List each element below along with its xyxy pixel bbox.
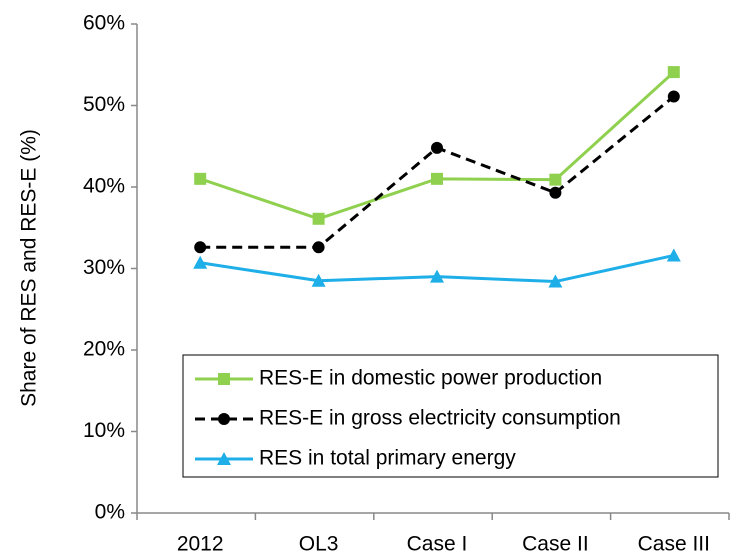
data-point — [549, 173, 562, 186]
x-tick-label: OL3 — [299, 533, 339, 555]
data-point — [431, 172, 443, 185]
data-point — [667, 90, 680, 103]
data-point — [431, 141, 443, 154]
x-tick-label: Case I — [407, 533, 468, 555]
data-point — [666, 248, 681, 262]
legend-marker — [217, 452, 231, 465]
data-point — [193, 255, 208, 269]
data-point — [312, 241, 325, 254]
data-point — [548, 274, 563, 288]
data-point — [194, 241, 207, 254]
y-tick-label: 40% — [83, 175, 125, 198]
data-point — [667, 66, 680, 79]
y-tick-label: 50% — [83, 93, 125, 116]
data-point — [430, 269, 444, 283]
data-point — [549, 186, 562, 199]
x-tick-label: 2012 — [177, 533, 224, 555]
y-tick-label: 10% — [83, 419, 125, 442]
y-axis-label: Share of RES and RES-E (%) — [18, 129, 41, 407]
x-tick-label: Case III — [638, 533, 710, 555]
legend-label: RES-E in domestic power production — [259, 367, 602, 390]
legend-label: RES in total primary energy — [259, 447, 516, 470]
y-tick-label: 60% — [83, 12, 125, 35]
y-tick-label: 20% — [83, 338, 125, 361]
data-point — [312, 212, 325, 225]
y-tick-label: 30% — [83, 256, 125, 279]
legend-marker — [218, 373, 230, 385]
legend-marker — [218, 413, 230, 425]
data-point — [311, 273, 326, 287]
legend-box — [182, 354, 719, 478]
series-line — [200, 95, 675, 249]
x-tick-label: Case II — [522, 533, 589, 555]
data-point — [194, 172, 207, 185]
legend-label: RES-E in gross electricity consumption — [259, 407, 621, 430]
y-tick-label: 0% — [95, 501, 125, 524]
